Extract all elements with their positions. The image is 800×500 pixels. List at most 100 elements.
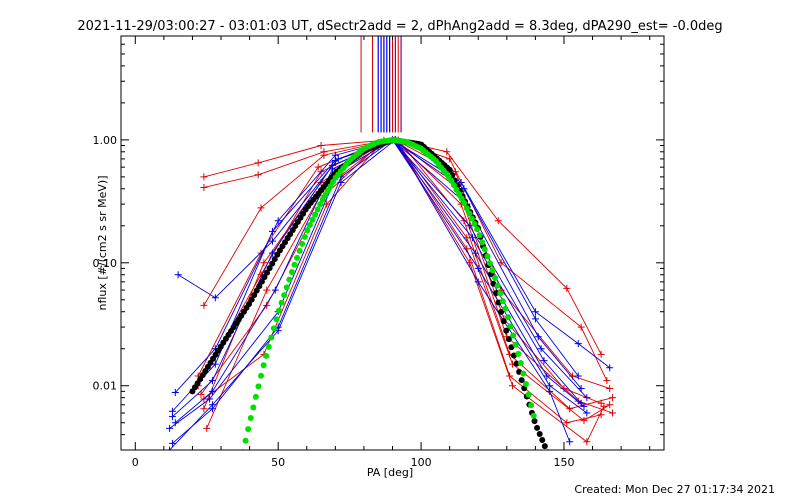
data-point-plus xyxy=(208,387,216,395)
data-point-plus xyxy=(606,401,614,409)
data-point-plus xyxy=(200,173,208,181)
x-tick-label: 50 xyxy=(271,456,285,469)
fit-point xyxy=(507,323,514,330)
fit-point xyxy=(309,216,316,223)
data-point-plus xyxy=(563,419,571,427)
fit-point xyxy=(499,298,506,305)
fit-point xyxy=(456,191,463,198)
fit-point xyxy=(461,199,468,206)
series-blue-9 xyxy=(174,136,614,372)
data-point-plus xyxy=(597,350,605,358)
fit-point xyxy=(296,247,303,254)
fit-curve-green xyxy=(232,136,537,490)
series-line xyxy=(169,139,571,450)
fit-point xyxy=(291,261,298,268)
fit-point xyxy=(319,196,326,203)
data-point-plus xyxy=(609,409,617,417)
data-point-plus xyxy=(474,278,482,286)
series-line xyxy=(169,139,585,429)
fit-point xyxy=(486,260,493,267)
fit-point xyxy=(504,314,511,321)
fit-point xyxy=(260,362,267,369)
vertical-markers xyxy=(360,36,402,133)
data-point-plus xyxy=(577,323,585,331)
fit-point xyxy=(258,278,265,285)
fit-curve-black xyxy=(189,136,550,450)
fit-point xyxy=(306,222,313,229)
data-point-plus xyxy=(274,217,282,225)
data-point-plus xyxy=(580,402,588,410)
fit-point xyxy=(498,308,505,315)
fit-point xyxy=(502,305,509,312)
fit-point xyxy=(503,327,510,334)
fit-point xyxy=(250,404,257,411)
fit-point xyxy=(322,192,329,199)
data-point-plus xyxy=(168,413,176,421)
data-point-plus xyxy=(317,142,325,150)
data-point-plus xyxy=(168,439,176,447)
axes: 0 50 100 150 0.01 0.10 1.00 xyxy=(93,35,664,469)
series-red-8 xyxy=(200,136,608,446)
data-point-plus xyxy=(534,333,542,341)
fit-point xyxy=(453,186,460,193)
fit-point xyxy=(474,226,481,233)
fit-point xyxy=(263,352,270,359)
data-point-plus xyxy=(271,286,279,294)
fit-point xyxy=(251,292,258,299)
fit-point xyxy=(448,177,455,184)
fit-point xyxy=(484,253,491,260)
fit-point xyxy=(235,472,241,478)
fit-point xyxy=(270,325,277,332)
fit-point xyxy=(492,290,499,297)
fit-point xyxy=(256,283,263,290)
data-point-plus xyxy=(320,151,328,159)
fit-point xyxy=(237,461,243,467)
x-tick-label: 0 xyxy=(132,456,139,469)
data-point-plus xyxy=(331,156,339,164)
fit-point xyxy=(497,290,504,297)
fit-point xyxy=(522,381,529,388)
data-point-plus xyxy=(174,271,182,279)
data-point-plus xyxy=(200,183,208,191)
fit-point xyxy=(450,182,457,189)
fit-point xyxy=(299,240,306,247)
fit-point xyxy=(534,424,541,431)
data-point-plus xyxy=(537,345,545,353)
fit-point xyxy=(288,268,295,275)
fit-point xyxy=(479,239,486,246)
y-tick-label: 1.00 xyxy=(93,134,118,147)
created-timestamp: Created: Mon Dec 27 01:17:34 2021 xyxy=(574,483,775,496)
fit-point xyxy=(232,484,238,490)
data-point-plus xyxy=(609,394,617,402)
fit-point xyxy=(266,265,273,272)
fit-point xyxy=(294,254,301,261)
fit-point xyxy=(281,292,288,299)
data-point-plus xyxy=(603,377,611,385)
fit-point xyxy=(489,267,496,274)
fit-point xyxy=(264,269,271,276)
data-point-plus xyxy=(263,286,271,294)
fit-point xyxy=(518,377,525,384)
fit-point xyxy=(283,284,290,291)
fit-point xyxy=(481,246,488,253)
data-point-plus xyxy=(474,264,482,272)
fit-point xyxy=(528,402,535,409)
fit-point xyxy=(278,299,285,306)
fit-point xyxy=(512,341,519,348)
data-point-plus xyxy=(574,340,582,348)
data-point-plus xyxy=(443,148,451,156)
fit-point xyxy=(265,343,272,350)
fit-point xyxy=(520,370,527,377)
fit-point xyxy=(271,256,278,263)
fit-point xyxy=(314,206,321,213)
data-point-plus xyxy=(583,394,591,402)
series-line xyxy=(172,139,588,444)
fit-point xyxy=(327,183,334,190)
data-point-plus xyxy=(208,401,216,409)
data-point-plus xyxy=(566,438,574,446)
fit-point xyxy=(261,274,268,281)
data-point-plus xyxy=(203,424,211,432)
data-point-plus xyxy=(451,168,459,176)
fit-point xyxy=(536,430,543,437)
